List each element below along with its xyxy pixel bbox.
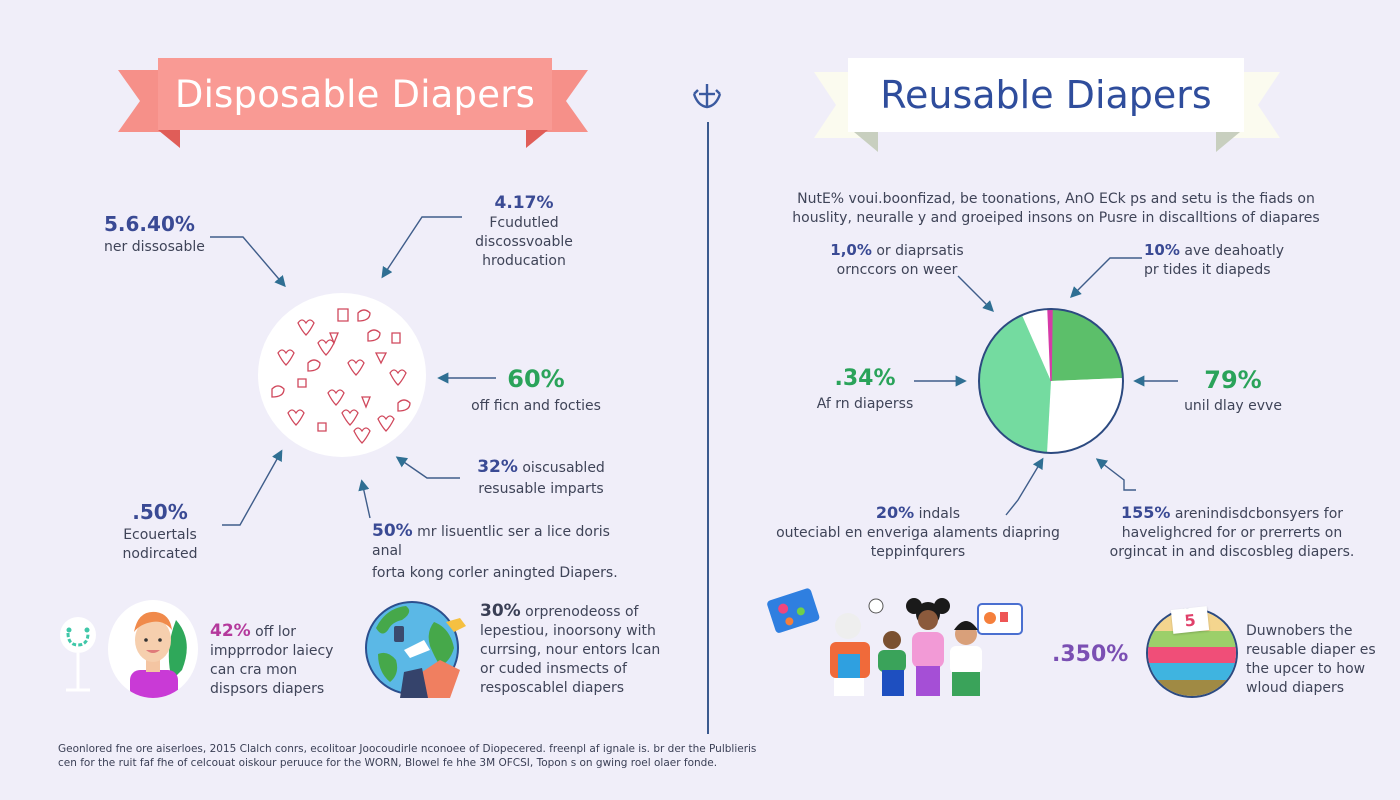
footer-source-note: Geonlored fne ore aiserloes, 2015 Clalch… xyxy=(58,742,758,770)
callout-disposable-3: 60% off ficn and focties xyxy=(470,365,602,416)
badge-number: 5 xyxy=(1183,609,1197,631)
diaper-waste-circle xyxy=(258,293,426,457)
stat-label: off ficn and focties xyxy=(471,398,601,414)
stat-label-inline: ave deahoatly xyxy=(1184,243,1285,259)
callout-disposable-1: 5.6.40% ner dissosable xyxy=(104,212,205,257)
stat-label: Ecouertals nodircated xyxy=(122,527,198,562)
reusable-bottom-stat: .350% xyxy=(1052,642,1129,667)
stat-label-line: orgincat in and discosbleg diapers. xyxy=(1109,544,1355,560)
callout-reusable-1: 1,0% or diaprsatis ornccors on weer xyxy=(830,241,964,280)
stat-label-inline: indals xyxy=(918,506,961,522)
stat-label-inline: oiscusabled xyxy=(522,460,605,476)
stat-label-line: dispsors diapers xyxy=(210,681,325,697)
family-illustration xyxy=(767,588,1023,696)
disposable-diapers-title: Disposable Diapers xyxy=(174,72,536,116)
stat-value: 79% xyxy=(1204,366,1262,394)
stat-label-line: teppinfqurers xyxy=(870,544,966,560)
stat-label-inline: or diaprsatis xyxy=(876,243,964,259)
anchor-icon xyxy=(692,84,722,109)
stat-label: forta kong corler aningted Diapers. xyxy=(372,565,618,581)
reusable-pie-chart xyxy=(978,308,1124,454)
footer-line: Geonlored fne ore aiserloes, 2015 Clalch… xyxy=(58,743,757,755)
stat-value: 60% xyxy=(507,365,565,393)
callout-disposable-5: .50% Ecouertals nodircated xyxy=(112,500,208,564)
stat-label: pr tides it diapeds xyxy=(1144,262,1271,278)
parent-avatar xyxy=(108,600,198,698)
callout-disposable-bottom-2: 30% orprenodeoss of lepestiou, inoorsony… xyxy=(480,602,680,698)
stat-label: ner dissosable xyxy=(104,239,205,255)
stat-label-line: lepestiou, inoorsony with xyxy=(480,623,656,639)
stat-value: 42% xyxy=(210,621,251,641)
earth-globe-icon xyxy=(364,598,468,698)
stat-label-line: currsing, nour entors lcan xyxy=(480,642,661,658)
stat-label-line: resposcablel diapers xyxy=(480,680,625,696)
callout-reusable-5: 20% indals outeciabl en enveriga alament… xyxy=(770,503,1066,562)
stat-label-inline: arenindisdcbonsyers for xyxy=(1174,506,1344,522)
left-callout-arrows xyxy=(210,216,496,526)
stat-label-line: havelighcred for or prerrerts on xyxy=(1121,525,1343,541)
stat-label: unil dlay evve xyxy=(1184,398,1282,414)
stat-value: .34% xyxy=(834,366,896,391)
stat-label-line: or cuded insmects of xyxy=(480,661,627,677)
callout-reusable-3: .34% Af rn diaperss xyxy=(812,366,918,414)
stat-value: 20% xyxy=(875,503,915,522)
heart-doodles-icon xyxy=(271,308,411,444)
reusable-diapers-title-banner: Reusable Diapers xyxy=(848,58,1244,132)
reusable-diapers-title: Reusable Diapers xyxy=(880,73,1212,117)
callout-disposable-2: 4.17% Fcudutled discossvoable hroducatio… xyxy=(462,194,586,271)
stat-label-line: can cra mon xyxy=(210,662,298,678)
stat-label-line: Duwnobers the xyxy=(1246,623,1353,639)
stat-value: 32% xyxy=(477,457,518,477)
intro-line: NutE% voui.boonfizad, be toonations, AnO… xyxy=(797,191,1315,207)
stat-label-line: reusable diaper es xyxy=(1246,642,1376,658)
stat-value: 4.17% xyxy=(494,193,554,213)
intro-line: houslity, neuralle y and groeiped insons… xyxy=(792,210,1320,226)
callout-disposable-6: 50% mr lisuentlic ser a lice doris anal … xyxy=(372,522,632,583)
center-divider xyxy=(707,122,709,734)
right-callout-arrows xyxy=(914,257,1178,516)
callout-reusable-2: 10% ave deahoatly pr tides it diapeds xyxy=(1144,241,1304,280)
diaper-badge: 5 xyxy=(1170,606,1210,634)
stat-label-inline: Fcudutled xyxy=(489,215,559,231)
reusable-intro: NutE% voui.boonfizad, be toonations, AnO… xyxy=(786,190,1326,228)
stat-value: 1,0% xyxy=(830,241,872,259)
disposable-diapers-title-banner: Disposable Diapers xyxy=(158,58,552,130)
callout-disposable-bottom-1: 42% off lor impprrodor laiecy can cra mo… xyxy=(210,622,360,699)
stat-label: resusable imparts xyxy=(478,481,604,497)
stat-value: 5.6.40% xyxy=(104,212,195,236)
stat-label-line: impprrodor laiecy xyxy=(210,643,334,659)
reusable-bottom-text: Duwnobers the reusable diaper es the upc… xyxy=(1246,622,1386,698)
baby-monitor-icon xyxy=(60,617,96,692)
stat-label-line: the upcer to how xyxy=(1246,661,1366,677)
callout-disposable-4: 32% oiscusabled resusable imparts xyxy=(468,458,614,499)
footer-line: cen for the ruit faf fhe of celcouat ois… xyxy=(58,757,718,769)
stat-value: 10% xyxy=(1144,241,1180,259)
stat-label: Af rn diaperss xyxy=(816,396,914,412)
stat-label-line: outeciabl en enveriga alaments diapring xyxy=(776,525,1060,541)
callout-reusable-4: 79% unil dlay evve xyxy=(1178,366,1288,416)
stat-value: .50% xyxy=(132,500,188,524)
stat-value: 50% xyxy=(372,521,413,541)
stat-label-inline: off lor xyxy=(255,624,297,640)
stat-label: discossvoable hroducation xyxy=(475,234,573,269)
stat-value: 155% xyxy=(1120,503,1171,522)
stat-label-inline: orprenodeoss of xyxy=(525,604,639,620)
stat-label: ornccors on weer xyxy=(836,262,958,278)
callout-reusable-6: 155% arenindisdcbonsyers for havelighcre… xyxy=(1106,503,1358,562)
stat-label-line: wloud diapers xyxy=(1246,680,1345,696)
disposable-ribbon-tails xyxy=(118,70,588,148)
stat-value: 30% xyxy=(480,601,521,621)
stat-label-inline: mr lisuentlic ser a lice doris anal xyxy=(372,524,610,559)
